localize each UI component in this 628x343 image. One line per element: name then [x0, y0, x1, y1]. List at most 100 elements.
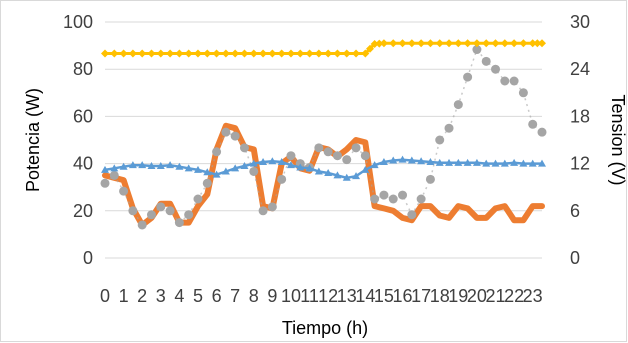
y2-tick-label: 18 [570, 106, 590, 126]
x-tick-label: 0 [100, 286, 110, 306]
x-tick-label: 9 [267, 286, 277, 306]
data-point [231, 49, 240, 58]
data-point [342, 155, 352, 165]
data-point [379, 190, 389, 200]
data-point [463, 158, 472, 166]
series-2 [101, 39, 546, 58]
data-point [147, 161, 156, 169]
data-point [286, 49, 295, 58]
data-point [538, 39, 546, 48]
series-3 [101, 155, 546, 181]
data-point [314, 49, 323, 58]
data-point [491, 39, 500, 48]
data-point [100, 178, 110, 188]
x-tick-label: 21 [485, 286, 505, 306]
data-point [138, 49, 147, 58]
data-point [417, 157, 426, 165]
data-point [314, 167, 323, 175]
data-point [128, 49, 137, 58]
data-point [137, 220, 147, 230]
data-point [528, 119, 538, 129]
series-1 [100, 45, 547, 230]
data-point [249, 166, 259, 176]
data-point [454, 158, 463, 166]
data-point [119, 162, 128, 170]
data-point [221, 167, 230, 175]
data-point [203, 168, 212, 176]
data-point [239, 143, 249, 153]
data-point [212, 170, 221, 178]
gridlines [105, 21, 542, 259]
data-point [146, 210, 156, 220]
data-point [342, 173, 351, 181]
x-tick-label: 6 [212, 286, 222, 306]
y-axis-right-title: Tension (V) [608, 94, 628, 185]
data-point [175, 162, 184, 170]
x-tick-label: 22 [504, 286, 524, 306]
data-point [500, 76, 510, 86]
data-point [296, 163, 305, 171]
y-tick-label: 0 [83, 248, 93, 268]
x-tick-label: 17 [411, 286, 431, 306]
x-tick-label: 16 [393, 286, 413, 306]
data-point [193, 194, 203, 204]
data-point [286, 151, 296, 161]
data-point [203, 49, 212, 58]
data-point [305, 49, 314, 58]
data-point [277, 174, 287, 184]
data-point [166, 49, 175, 58]
data-point [212, 49, 221, 58]
data-point [324, 49, 333, 58]
data-point [463, 72, 473, 82]
data-point [342, 49, 351, 58]
data-point [202, 178, 212, 188]
data-point [389, 39, 398, 48]
y-axis-right-ticks: 0 6 12 18 24 30 [570, 12, 590, 268]
data-point [268, 157, 277, 165]
data-point [398, 39, 407, 48]
data-point [184, 210, 194, 220]
x-axis-title: Tiempo (h) [282, 318, 368, 338]
y-tick-label: 20 [73, 201, 93, 221]
data-point [407, 156, 416, 164]
data-point [500, 39, 509, 48]
y-tick-label: 60 [73, 106, 93, 126]
data-point [361, 165, 370, 173]
data-point [445, 39, 454, 48]
data-point [184, 164, 193, 172]
series-line [104, 47, 543, 227]
x-tick-label: 8 [249, 286, 259, 306]
data-point [119, 49, 128, 58]
data-point [510, 158, 519, 166]
data-point [537, 127, 547, 137]
x-tick-label: 3 [156, 286, 166, 306]
data-point [277, 158, 286, 166]
data-point [491, 159, 500, 167]
data-point [472, 45, 482, 55]
y-axis-left-title: Potencia (W) [23, 88, 43, 192]
data-point [258, 206, 268, 216]
data-point [193, 165, 202, 173]
x-tick-label: 7 [230, 286, 240, 306]
y-tick-label: 40 [73, 154, 93, 174]
x-tick-label: 19 [448, 286, 468, 306]
data-point [370, 194, 380, 204]
y2-tick-label: 6 [570, 201, 580, 221]
data-point [425, 174, 435, 184]
x-tick-label: 5 [193, 286, 203, 306]
data-point [156, 161, 165, 169]
x-tick-label: 14 [355, 286, 375, 306]
data-point [333, 171, 342, 179]
data-point [365, 44, 374, 53]
data-point [510, 39, 519, 48]
y2-tick-label: 0 [570, 248, 580, 268]
data-point [361, 49, 370, 58]
data-point [286, 161, 295, 169]
data-point [407, 210, 417, 220]
data-point [453, 100, 463, 110]
data-point [426, 158, 435, 166]
data-point [491, 64, 501, 74]
data-point [128, 206, 138, 216]
data-point [500, 159, 509, 167]
